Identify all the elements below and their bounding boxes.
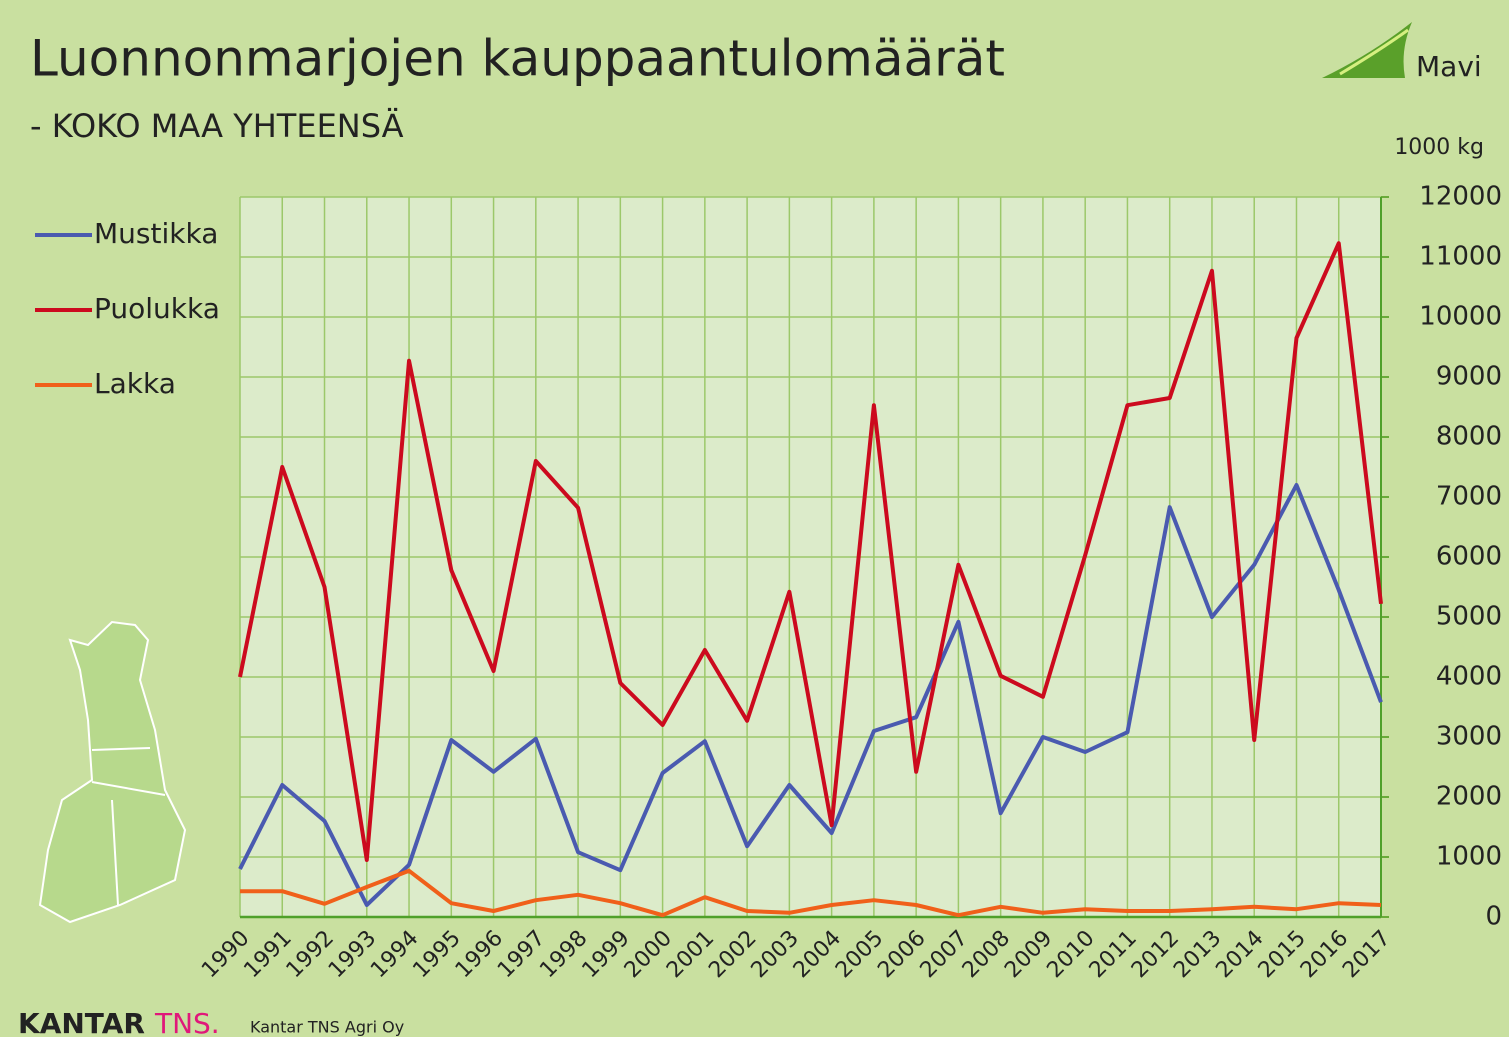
y-tick-label: 11000 [1419,242,1502,272]
y-tick-label: 8000 [1436,422,1502,452]
y-tick-label: 2000 [1436,782,1502,812]
source-brand-accent: TNS. [154,1007,220,1037]
logo-text: Mavi [1416,50,1482,83]
line-series [238,483,1383,907]
y-tick-label: 5000 [1436,602,1502,632]
source-brand-main: KANTAR [18,1007,145,1037]
legend-label: Lakka [94,367,176,400]
chart-title: Luonnonmarjojen kauppaantulomäärät [30,30,1005,88]
source-brand: KANTAR TNS. [18,1007,220,1037]
line-series [238,241,1383,862]
source: Kantar TNS Agri Oy [250,1018,404,1037]
line-series [240,868,1382,918]
map-finland [38,620,187,924]
chart-subtitle: - KOKO MAA YHTEENSÄ [30,107,404,145]
y-tick-label: 3000 [1436,722,1502,752]
y-tick-label: 6000 [1436,542,1502,572]
y-tick-label: 7000 [1436,482,1502,512]
y-tick-label: 4000 [1436,662,1502,692]
y-tick-label: 0 [1485,902,1502,932]
logo: Mavi [1322,22,1482,83]
y-tick-label: 9000 [1436,362,1502,392]
y-axis-label: 1000 kg [1394,135,1484,160]
legend-label: Puolukka [94,292,220,325]
logo-icon [1322,22,1412,78]
map-borders [91,747,166,906]
y-tick-label: 1000 [1436,842,1502,872]
y-tick-label: 12000 [1419,182,1502,212]
legend-label: Mustikka [94,217,218,250]
y-tick-label: 10000 [1419,302,1502,332]
logo-stripe [1339,28,1409,76]
